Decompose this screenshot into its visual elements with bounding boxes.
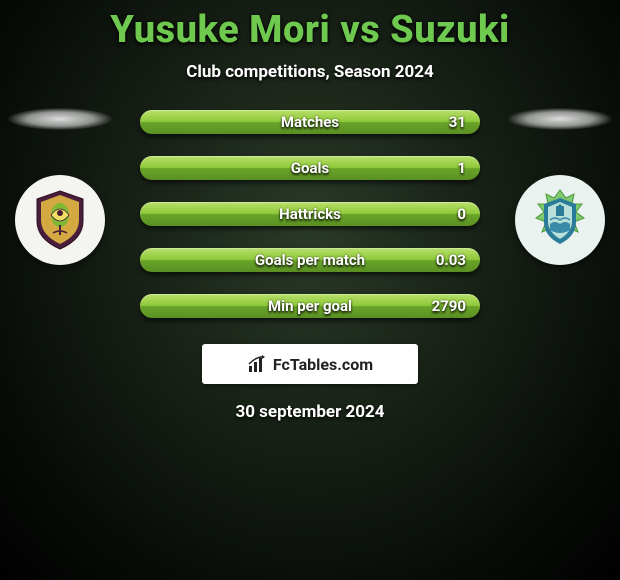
team-badge-left [10,170,110,270]
spotlight-right [508,108,612,130]
stat-value: 1 [457,156,466,180]
stat-bar-goals: Goals 1 [140,156,480,180]
team-badge-right [510,170,610,270]
date-text: 30 september 2024 [0,402,620,422]
stat-value: 0 [457,202,466,226]
stat-value: 2790 [432,294,466,318]
stat-bar-matches: Matches 31 [140,110,480,134]
stat-bar-goals-per-match: Goals per match 0.03 [140,248,480,272]
attribution-text: FcTables.com [273,355,373,374]
stat-label: Goals per match [140,248,480,272]
stat-label: Hattricks [140,202,480,226]
attribution-badge: FcTables.com [202,344,418,384]
stat-label: Matches [140,110,480,134]
stat-value: 31 [449,110,466,134]
subtitle: Club competitions, Season 2024 [0,62,620,82]
team-crest-right [515,175,605,265]
tokyo-verdy-icon [25,185,95,255]
stat-bar-min-per-goal: Min per goal 2790 [140,294,480,318]
team-crest-left [15,175,105,265]
comparison-panel: Matches 31 Goals 1 Hattricks 0 Goals per… [0,110,620,422]
stat-label: Min per goal [140,294,480,318]
stats-bars: Matches 31 Goals 1 Hattricks 0 Goals per… [140,110,480,318]
fctables-logo-icon [247,354,267,374]
stat-bar-hattricks: Hattricks 0 [140,202,480,226]
stat-value: 0.03 [436,248,466,272]
shonan-bellmare-icon [526,186,594,254]
stat-label: Goals [140,156,480,180]
page-title: Yusuke Mori vs Suzuki [0,0,620,52]
spotlight-left [8,108,112,130]
